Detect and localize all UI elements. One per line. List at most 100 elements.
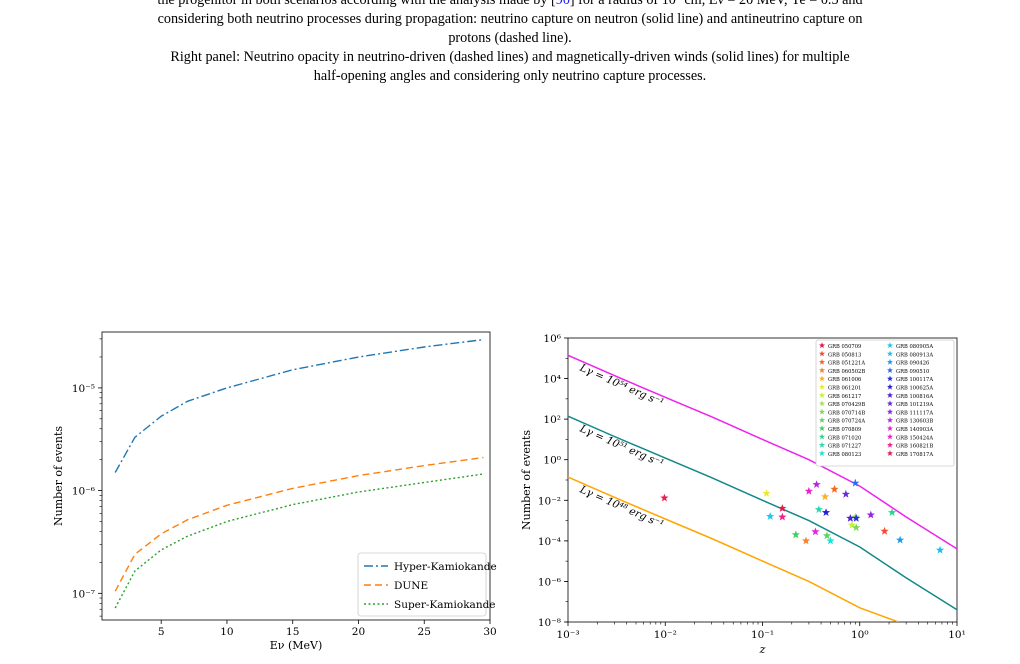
grb-point-grb-061217 (847, 520, 856, 529)
caption-line-1-start: the progenitor in both scenarios accordi… (157, 0, 556, 8)
legend (815, 339, 955, 467)
legend-label: GRB 061006 (828, 377, 861, 383)
legend-star (887, 350, 893, 357)
legend-star (887, 367, 893, 373)
y-tick-label: 10⁻⁸ (538, 617, 561, 629)
legend-label: DUNE (394, 580, 428, 592)
x-tick-label: 5 (158, 626, 165, 638)
plot-frame (101, 331, 491, 621)
legend-label: GRB 090510 (896, 369, 929, 375)
legend-label: GRB 071020 (828, 435, 861, 441)
x-tick-label: 10⁻³ (556, 629, 579, 641)
x-tick-label: 30 (483, 626, 496, 638)
legend-star (819, 383, 825, 390)
grb-point-grb-061201 (762, 489, 771, 497)
x-tick-label: 10⁻² (654, 629, 677, 641)
x-tick-label: 10 (220, 626, 233, 638)
luminosity-curves (568, 354, 957, 622)
legend-label: GRB 061201 (828, 386, 861, 392)
grb-point-grb-100117a (852, 514, 861, 522)
caption-line-1: the progenitor in both scenarios accordi… (0, 0, 1020, 10)
grb-point-grb-061006 (821, 492, 830, 501)
grb-point-grb-111117a (866, 510, 875, 519)
legend-star (819, 392, 825, 398)
legend-label: GRB 160821B (896, 444, 933, 450)
caption-line-5: half-opening angles and considering only… (313, 68, 707, 84)
legend-star (887, 450, 893, 456)
legend-label: GRB 090426 (896, 361, 929, 367)
y-tick-label: 10⁻⁴ (538, 536, 561, 548)
legend-star (819, 358, 825, 365)
legend-star (819, 375, 825, 382)
legend-star (887, 433, 893, 440)
legend-label: GRB 070714B (828, 410, 865, 416)
grb-point-grb-060502b (801, 536, 811, 545)
legend-star (819, 441, 825, 448)
legend-label: GRB 080905A (896, 344, 933, 350)
citation-link[interactable]: 90 (555, 0, 570, 8)
y-tick-label: 10⁰ (543, 455, 561, 467)
x-axis-label: z (759, 643, 766, 656)
grb-point-grb-100625a (821, 508, 831, 516)
legend-star (887, 358, 893, 365)
grb-point-grb-100816a (846, 514, 855, 522)
y-tick-label: 10⁻⁵ (72, 383, 95, 395)
series-line-hyper-kamiokande (114, 338, 484, 473)
x-tick-label: 10⁻¹ (751, 629, 774, 641)
legend-label: GRB 111117A (896, 410, 933, 416)
legend-label: GRB 070429B (828, 402, 865, 408)
legend-star (819, 367, 825, 373)
y-axis-label: Number of events (52, 426, 65, 526)
legend-star (819, 417, 825, 423)
legend-star (887, 400, 893, 407)
legend-label: GRB 101219A (896, 402, 933, 408)
grb-point-grb-071227 (814, 505, 823, 513)
y-tick-label: 10² (543, 414, 561, 426)
caption-line-2: considering both neutrino processes duri… (157, 11, 863, 27)
legend-label: Super-Kamiokande (394, 599, 496, 611)
legend-label: GRB 060502B (828, 369, 865, 375)
legend-label: GRB 071227 (828, 444, 861, 450)
caption-line-3: protons (dashed line). (448, 30, 572, 46)
caption-line-1-end: ] for a radius of 10⁷ cm, Eν = 20 MeV, Y… (569, 0, 863, 8)
legend-label: GRB 170817A (896, 452, 933, 458)
legend-star (819, 342, 825, 349)
legend (357, 552, 487, 617)
y-tick-label: 10⁻⁶ (538, 576, 561, 588)
x-axis-label: Eν (MeV) (270, 639, 323, 652)
grb-point-grb-080123 (826, 536, 835, 545)
grb-point-grb-050709 (778, 504, 787, 512)
legend-star (887, 375, 893, 382)
legend-label: GRB 100816A (896, 394, 933, 400)
legend-star (887, 441, 893, 448)
legend-star (887, 417, 893, 423)
legend-label: GRB 051221A (828, 361, 865, 367)
series-line-dune (114, 456, 484, 592)
luminosity-label: Lγ = 10⁵⁴ erg s⁻¹ (577, 362, 665, 410)
x-tick-label: 10⁰ (851, 629, 869, 641)
grb-point-grb-130603b (812, 480, 821, 488)
right-chart-events-vs-redshift: 10⁻³ 10⁻² 10⁻¹ 10⁰ 10¹ 10⁻⁸ 10⁻⁶ 10⁻⁴ 10⁻² 10⁰ 10²… (520, 333, 966, 656)
y-tick-label: 10⁴ (543, 374, 561, 386)
caption-line-4: Right panel: Neutrino opacity in neutrin… (170, 49, 850, 65)
y-tick-label: 10⁻⁷ (72, 588, 95, 600)
grb-point-grb-070809 (791, 530, 800, 539)
grb-point-grb-140903a (811, 527, 820, 536)
grb-point-grb-070714b (852, 523, 861, 532)
y-tick-label: 10⁻² (538, 495, 561, 507)
legend-star (887, 392, 893, 398)
x-tick-label: 15 (286, 626, 299, 638)
legend-star (819, 433, 825, 440)
x-tick-label: 25 (418, 626, 431, 638)
legend-label: GRB 050813 (828, 352, 861, 358)
legend-label: GRB 080913A (896, 352, 933, 358)
legend-star (887, 383, 893, 390)
legend-star (819, 400, 825, 407)
luminosity-line-1 (568, 354, 957, 550)
legend-star (819, 425, 825, 432)
legend-label: GRB 140903A (896, 427, 933, 433)
grb-point-grb-170817a (660, 493, 669, 502)
grb-point-grb-071020 (888, 508, 897, 516)
grb-point-grb-080905a (766, 512, 775, 520)
grb-point-grb-050813 (880, 526, 889, 535)
